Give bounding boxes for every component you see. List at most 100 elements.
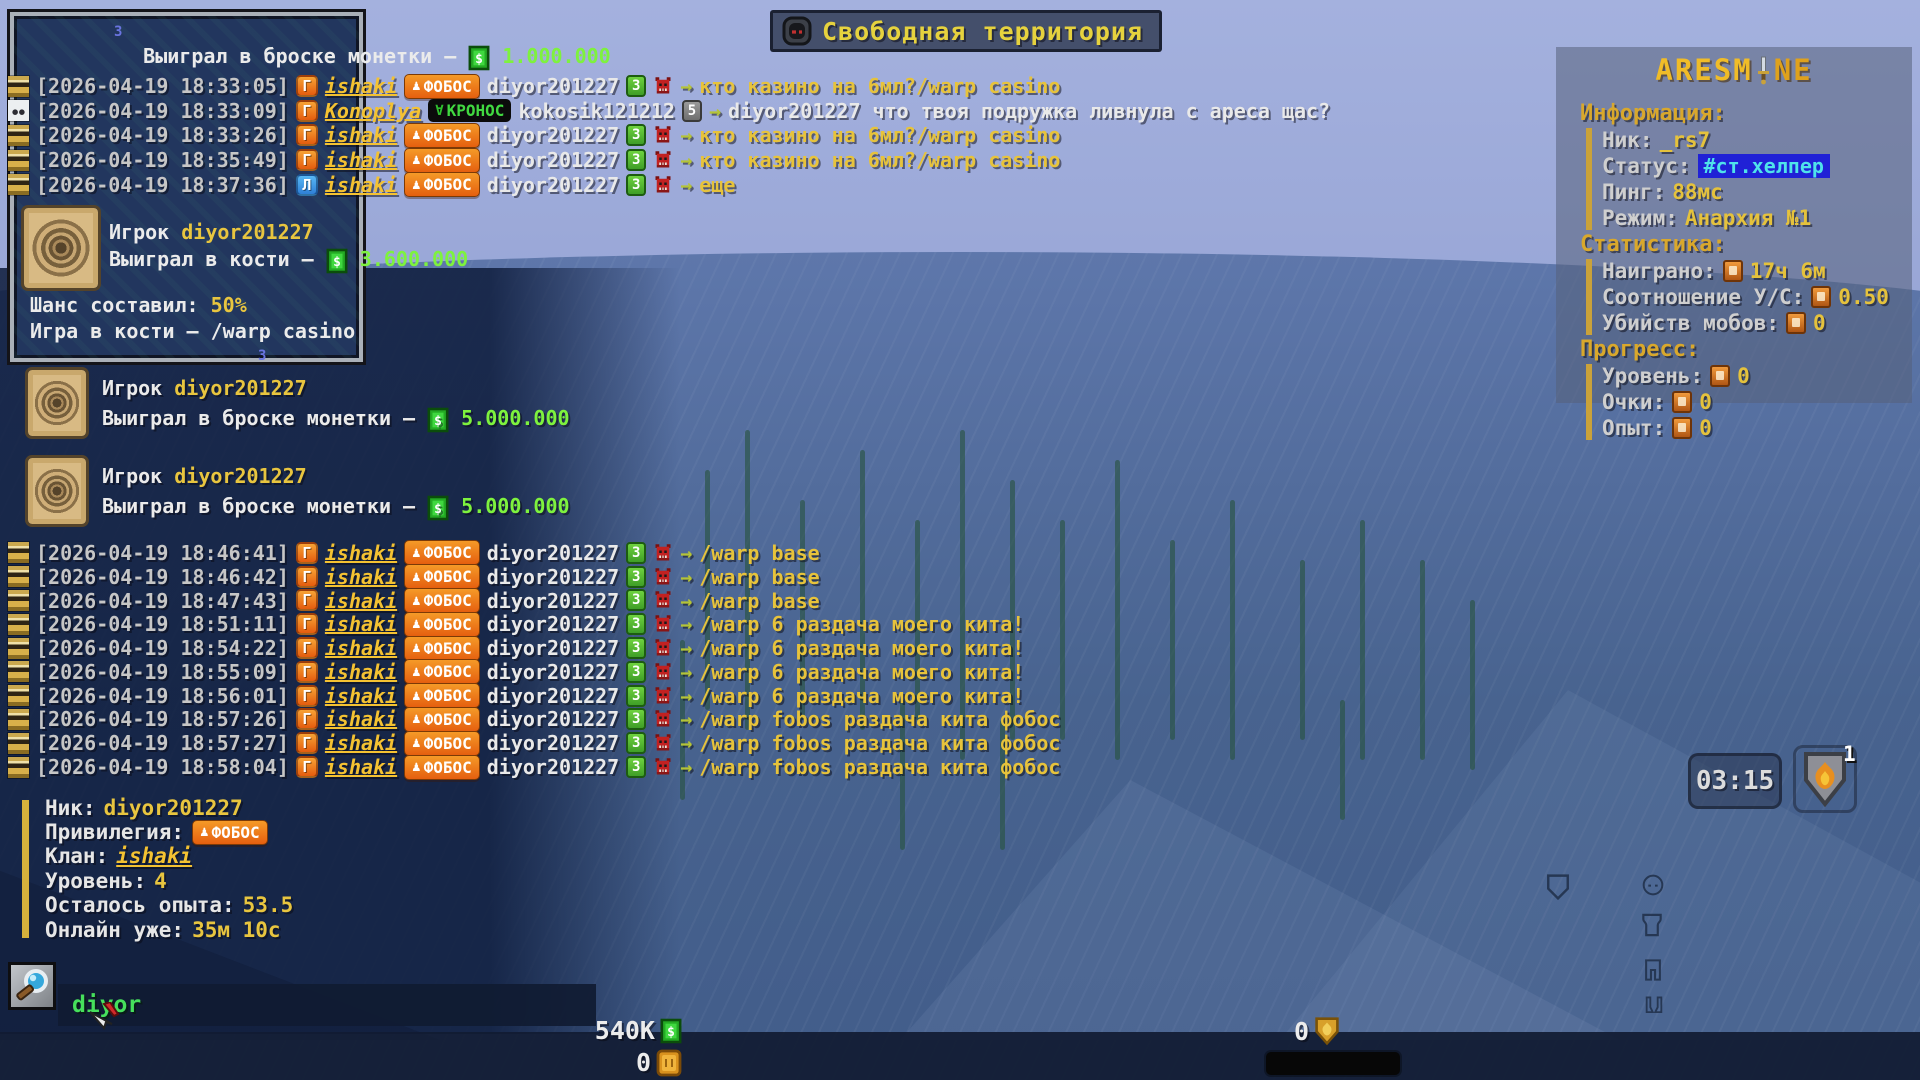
clan-glyph-icon: ♟ [412, 711, 421, 728]
target-name[interactable]: diyor201227 [486, 123, 620, 148]
sender-name[interactable]: Konoplya [324, 98, 422, 123]
sender-name[interactable]: ishaki [324, 683, 398, 708]
stat-label: Наиграно: [1602, 259, 1716, 283]
arrow-icon: → [680, 74, 693, 99]
clan-badge[interactable]: ♟ ФОБОС [404, 754, 480, 780]
target-name[interactable]: diyor201227 [486, 588, 620, 613]
sender-name[interactable]: ishaki [324, 588, 398, 613]
sender-name[interactable]: ishaki [324, 123, 398, 148]
clan-value[interactable]: ishaki [116, 844, 193, 869]
kelp-strand [1170, 540, 1175, 740]
clan-badge[interactable]: ♟ ФОБОС [404, 73, 480, 99]
sender-name[interactable]: ishaki [324, 707, 398, 732]
casino-toast-window: 3 Игрок diyor201227 Выиграл в кости – $ … [7, 9, 468, 365]
scoreboard-panel: ARESM NE Информация: Ник: _rs7 Статус: #ст.х… [1556, 47, 1912, 440]
clan-glyph-icon: ∀ [435, 102, 444, 119]
sender-name[interactable]: ishaki [324, 612, 398, 637]
clan-badge[interactable]: ♟ ФОБОС [404, 540, 480, 566]
game-hint[interactable]: Игра в кости – /warp casino [30, 319, 356, 343]
chat-timestamp: [2026-04-19 18:51:11] [36, 612, 289, 637]
target-name[interactable]: diyor201227 [486, 540, 620, 565]
chat-timestamp: [2026-04-19 18:54:22] [36, 636, 289, 661]
target-name[interactable]: diyor201227 [486, 636, 620, 661]
clan-badge[interactable]: ♟ ФОБОС [404, 730, 480, 756]
clan-badge[interactable]: ♟ ФОБОС [404, 147, 480, 173]
level-label: Уровень: [45, 868, 147, 893]
clan-badge[interactable]: ♟ ФОБОС [404, 172, 480, 198]
clan-badge[interactable]: ♟ ФОБОС [404, 564, 480, 590]
clan-badge[interactable]: ♟ ФОБОС [404, 122, 480, 148]
clan-badge[interactable]: ♟ ФОБОС [404, 659, 480, 685]
clan-badge[interactable]: ∀ КРОНОС [428, 99, 512, 123]
player-name[interactable]: diyor201227 [174, 464, 307, 488]
target-name[interactable]: diyor201227 [486, 731, 620, 756]
target-name[interactable]: diyor201227 [486, 172, 620, 197]
clan-badge[interactable]: ♟ ФОБОС [404, 611, 480, 637]
target-name[interactable]: diyor201227 [486, 148, 620, 173]
target-name[interactable]: diyor201227 [486, 755, 620, 780]
sender-name[interactable]: ishaki [324, 564, 398, 589]
player-name[interactable]: diyor201227 [174, 376, 307, 400]
player-info-panel: Ник: diyor201227 Привилегия: ♟ ФОБОС Клан: i… [22, 796, 293, 942]
target-name[interactable]: diyor201227 [486, 564, 620, 589]
player-name[interactable]: diyor201227 [181, 220, 314, 244]
target-name[interactable]: diyor201227 [486, 683, 620, 708]
player-head-icon [8, 637, 29, 659]
clan-badge[interactable]: ♟ ФОБОС [404, 683, 480, 709]
sender-name[interactable]: ishaki [324, 755, 398, 780]
channel-badge: Г [295, 708, 318, 731]
sender-name[interactable]: ishaki [324, 636, 398, 661]
clan-badge[interactable]: ♟ ФОБОС [404, 588, 480, 613]
sender-name[interactable]: ishaki [324, 731, 398, 756]
clan-glyph-icon: ♟ [200, 824, 209, 841]
kelp-strand [800, 500, 805, 720]
level-badge: 3 [626, 124, 647, 147]
sender-name[interactable]: ishaki [324, 172, 398, 197]
demon-icon [653, 686, 673, 706]
coinflip-text: Выиграл в броске монетки — [143, 44, 469, 68]
clan-badge[interactable]: ♟ ФОБОС [404, 635, 480, 661]
stat-value: 0.50 [1838, 285, 1889, 309]
search-button[interactable] [8, 962, 56, 1010]
clan-badge[interactable]: ♟ ФОБОС [404, 706, 480, 732]
exp-label: Осталось опыта: [45, 893, 235, 918]
chat-line[interactable]: [2026-04-19 18:33:09] Г Konoplya ∀ КРОНОС kok… [8, 99, 1330, 124]
chat-message: /warp fobos раздача кита фобос [699, 755, 1061, 780]
target-name[interactable]: diyor201227 [486, 659, 620, 684]
target-name[interactable]: diyor201227 [486, 707, 620, 732]
sender-name[interactable]: ishaki [324, 74, 398, 99]
chat-input[interactable]: diyor [58, 984, 596, 1026]
player-head-icon [8, 542, 29, 564]
sender-name[interactable]: ishaki [324, 659, 398, 684]
kelp-strand [960, 430, 965, 760]
demon-icon [653, 733, 673, 753]
sender-name[interactable]: ishaki [324, 148, 398, 173]
sender-name[interactable]: ishaki [324, 540, 398, 565]
casino-medal-icon [21, 205, 101, 291]
target-name[interactable]: kokosik121212 [518, 98, 675, 123]
level-badge: 3 [626, 75, 647, 98]
kelp-strand [900, 700, 905, 850]
target-name[interactable]: diyor201227 [486, 74, 620, 99]
player-label: Игрок [102, 376, 163, 400]
scoreboard-section-header: Информация: [1580, 101, 1726, 126]
kelp-strand [680, 640, 685, 800]
sword-icon [1756, 55, 1771, 85]
target-name[interactable]: diyor201227 [486, 612, 620, 637]
kelp-strand [1115, 460, 1120, 760]
